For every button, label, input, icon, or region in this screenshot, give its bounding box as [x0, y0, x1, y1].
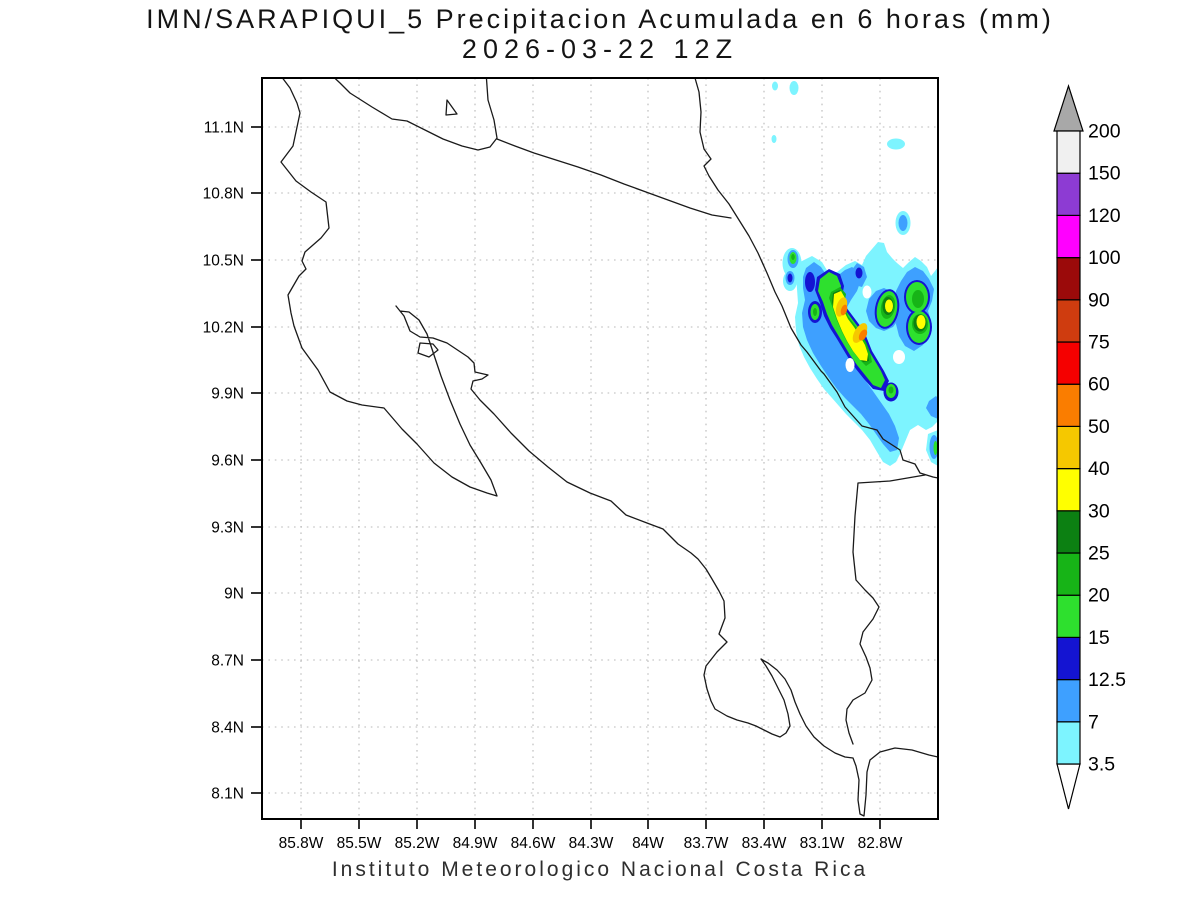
colorbar-label: 7: [1088, 711, 1099, 733]
lon-tick-label: 83.7W: [684, 835, 729, 852]
precip-blob: [771, 135, 777, 143]
colorbar-label: 50: [1088, 416, 1110, 438]
precip-blob: [772, 81, 778, 91]
precip-blob: [805, 272, 815, 292]
precip-shading: [771, 81, 938, 466]
lake-nicaragua-shore: [333, 78, 498, 151]
colorbar-label: 60: [1088, 374, 1110, 396]
lon-tick-label: 83.4W: [742, 835, 787, 852]
colorbar-segment: [1056, 636, 1081, 681]
colorbar-segment: [1056, 383, 1081, 428]
chart-subtitle-valid-time: 2026-03-22 12Z: [461, 34, 739, 64]
precip-blob: [887, 138, 905, 150]
precip-blob: [898, 215, 908, 231]
lon-tick-label: 84.3W: [569, 835, 614, 852]
colorbar-arrow-below: [1056, 763, 1081, 810]
lat-tick-label: 9.6N: [211, 453, 244, 470]
lon-tick-label: 82.8W: [858, 835, 903, 852]
precip-blob: [916, 315, 926, 329]
colorbar-arrow-above: [1053, 84, 1084, 132]
lat-tick-label: 9.3N: [211, 520, 244, 537]
precip-blob: [789, 81, 799, 95]
plot-frame: [261, 77, 939, 820]
colorbar-label: 3.5: [1088, 754, 1115, 776]
colorbar-segment: [1056, 257, 1081, 301]
colorbar-label: 75: [1088, 332, 1110, 354]
colorbar-label: 20: [1088, 585, 1110, 607]
colorbar-label: 150: [1088, 163, 1121, 185]
colorbar-label: 90: [1088, 289, 1110, 311]
lat-tick-label: 8.1N: [211, 786, 244, 803]
lat-tick-label: 9.9N: [211, 386, 244, 403]
map-layers: [280, 78, 938, 817]
precip-blob: [813, 308, 817, 316]
graticule-dotted-grid: [262, 78, 938, 819]
precip-blob: [852, 323, 868, 343]
colorbar-label: 12.5: [1088, 669, 1126, 691]
colorbar-segment: [1056, 214, 1081, 259]
lat-tick-label: 11.1N: [204, 120, 244, 137]
precip-blob: [885, 299, 893, 313]
border-costa-rica-panama: [845, 474, 926, 745]
coastline-pacific-costa-rica: [280, 78, 938, 817]
precip-blob: [787, 273, 793, 283]
precip-blob: [888, 386, 894, 394]
precip-blob: [791, 254, 795, 260]
precip-hole: [893, 350, 905, 364]
colorbar-segment: [1056, 510, 1081, 554]
colorbar-label: 30: [1088, 500, 1110, 522]
precip-blob: [855, 267, 863, 279]
lat-tick-label: 10.8N: [203, 186, 244, 203]
island-chira: [417, 342, 439, 358]
precip-hole: [862, 285, 872, 299]
colorbar-segment: [1056, 552, 1081, 596]
colorbar-label: 200: [1088, 121, 1121, 143]
source-caption: Instituto Meteorologico Nacional Costa R…: [331, 858, 869, 881]
colorbar-segment: [1056, 425, 1081, 470]
lat-tick-label: 9N: [224, 586, 244, 603]
lon-tick-label: 84W: [632, 835, 664, 852]
lon-tick-label: 84.6W: [511, 835, 556, 852]
colorbar-segment: [1056, 299, 1081, 343]
lat-tick-label: 10.2N: [203, 320, 244, 337]
chart-title: IMN/SARAPIQUI_5 Precipitacion Acumulada …: [146, 4, 1054, 34]
precip-blob: [933, 441, 938, 455]
lon-tick-label: 84.9W: [453, 835, 498, 852]
colorbar-label: 15: [1088, 627, 1110, 649]
lat-tick-label: 10.5N: [203, 253, 244, 270]
colorbar-segment: [1056, 130, 1081, 174]
colorbar-segment: [1056, 678, 1081, 723]
colorbar-label: 25: [1088, 543, 1110, 565]
colorbar-segment: [1056, 721, 1081, 765]
island-solentiname: [445, 99, 458, 116]
lon-tick-label: 83.1W: [800, 835, 845, 852]
lon-tick-label: 85.2W: [395, 835, 440, 852]
san-juan-river-border: [496, 138, 732, 219]
colorbar-label: 120: [1088, 205, 1121, 227]
precip-hole: [845, 358, 855, 372]
colorbar-segment: [1056, 341, 1081, 385]
precip-blob: [912, 290, 924, 308]
axis-ticks-and-labels: 85.8W 85.5W 85.2W 84.9W 84.6W 84.3W 84W 83.7W 83…: [203, 120, 903, 853]
colorbar-segment: [1056, 594, 1081, 639]
lon-tick-label: 85.8W: [279, 835, 324, 852]
colorbar: 3.5 7 12.5 15 20 25 30 40 50 60 75 90 100 120 150 200: [1053, 84, 1126, 810]
coastline-caribbean: [694, 78, 938, 479]
lat-tick-label: 8.4N: [211, 720, 244, 737]
precip-blob: [858, 329, 868, 341]
colorbar-label: 100: [1088, 247, 1121, 269]
lon-tick-label: 85.5W: [337, 835, 382, 852]
precip-blob: [840, 304, 848, 316]
colorbar-segment: [1056, 468, 1081, 512]
colorbar-label: 40: [1088, 458, 1110, 480]
lat-tick-label: 8.7N: [211, 653, 244, 670]
colorbar-segment: [1056, 172, 1081, 216]
precip-blob: [926, 396, 938, 419]
